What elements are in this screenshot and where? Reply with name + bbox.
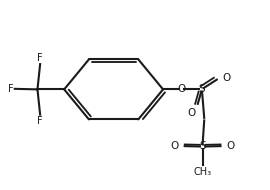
- Text: S: S: [199, 84, 205, 94]
- Text: O: O: [227, 141, 235, 151]
- Text: F: F: [37, 53, 43, 63]
- Text: O: O: [170, 141, 178, 151]
- Text: S: S: [199, 142, 206, 151]
- Text: O: O: [177, 84, 185, 94]
- Text: F: F: [37, 116, 43, 126]
- Text: CH₃: CH₃: [194, 167, 212, 177]
- Text: O: O: [188, 108, 196, 118]
- Text: O: O: [222, 73, 231, 83]
- Text: F: F: [8, 84, 14, 94]
